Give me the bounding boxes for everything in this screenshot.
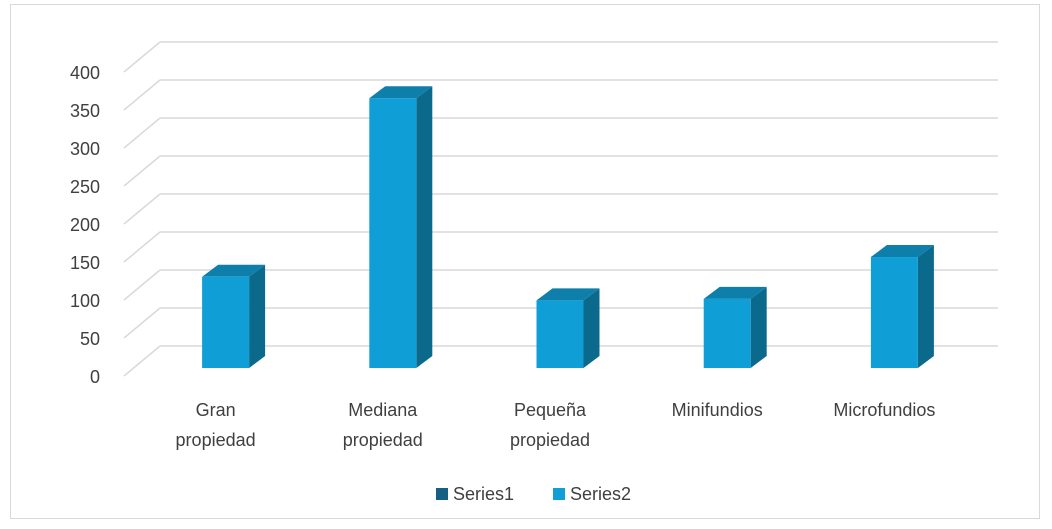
gridline-diag (123, 269, 161, 301)
bar-series2 (202, 264, 266, 368)
y-axis-ticks: 0 50 100 150 200 250 300 350 400 (70, 63, 100, 387)
y-tick-label: 400 (70, 63, 100, 83)
bar-side (583, 288, 600, 368)
y-tick-label: 250 (70, 177, 100, 197)
bar-side (917, 245, 934, 368)
gridline-diag (123, 41, 161, 73)
legend-label-series1: Series1 (453, 484, 514, 504)
bar-series2 (369, 86, 433, 368)
gridline-diag (123, 117, 161, 149)
y-tick-label: 350 (70, 101, 100, 121)
y-tick-label: 300 (70, 139, 100, 159)
gridline-diag (123, 79, 161, 111)
y-tick-label: 200 (70, 215, 100, 235)
gridline-diag (123, 307, 161, 339)
bar-side (416, 86, 433, 368)
bar-top (202, 264, 266, 277)
bar-front (202, 276, 250, 368)
bar-top (870, 245, 934, 258)
bar-top (369, 86, 433, 99)
bar-side (249, 264, 266, 368)
bar-front (870, 257, 918, 368)
x-axis-categories: Gran propiedad Mediana propiedad Pequeña prop… (176, 400, 936, 450)
bar-front (703, 298, 751, 368)
x-category-label: Microfundios (833, 400, 935, 420)
bar-top (703, 286, 767, 299)
gridline-diag (123, 231, 161, 263)
legend-swatch-series1 (436, 488, 448, 500)
y-tick-label: 150 (70, 253, 100, 273)
bar-series2 (703, 286, 767, 368)
legend-swatch-series2 (553, 488, 565, 500)
bar-series2 (536, 288, 600, 368)
bar-side (750, 286, 767, 368)
x-category-label: Minifundios (672, 400, 763, 420)
bar-top (536, 288, 600, 301)
gridline-diag (123, 193, 161, 225)
legend: Series1 Series2 (436, 484, 631, 504)
y-tick-label: 100 (70, 291, 100, 311)
bar-front (536, 300, 584, 368)
y-tick-label: 50 (80, 329, 100, 349)
bars (202, 86, 934, 368)
legend-label-series2: Series2 (570, 484, 631, 504)
x-category-label: Mediana propiedad (343, 400, 423, 450)
gridline-diag (123, 155, 161, 187)
chart-frame (10, 4, 1040, 519)
x-category-label: Pequeña propiedad (510, 400, 590, 450)
bar-front (369, 98, 417, 368)
x-category-label: Gran propiedad (176, 400, 256, 450)
gridline-diag (123, 345, 161, 377)
gridlines (123, 41, 998, 377)
bar-series2 (870, 245, 934, 368)
y-tick-label: 0 (90, 367, 100, 387)
